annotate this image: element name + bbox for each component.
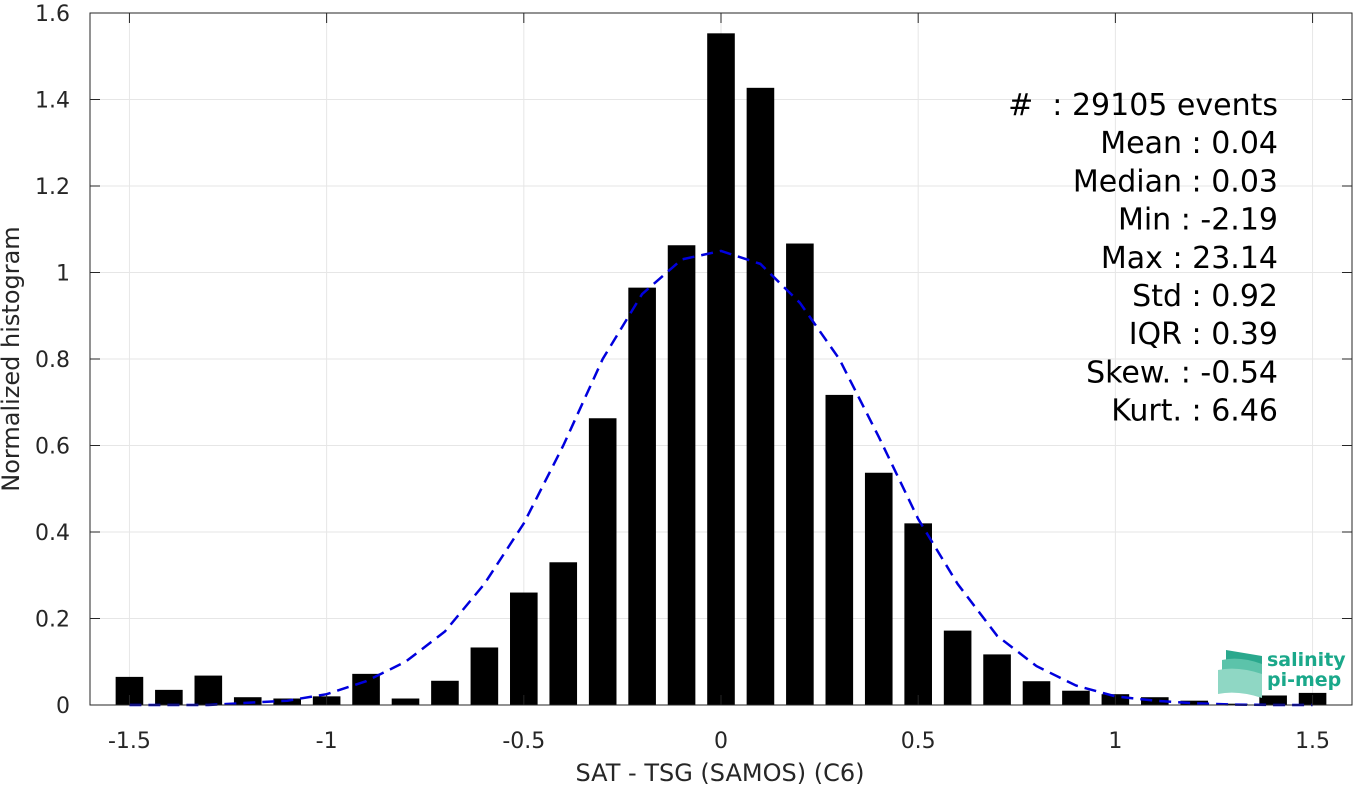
histogram-bar <box>1259 695 1287 705</box>
histogram-bar <box>1141 697 1169 705</box>
histogram-bar <box>628 287 656 705</box>
y-tick-label: 1.4 <box>35 89 70 114</box>
histogram-bar <box>352 673 380 705</box>
x-tick-label: 1 <box>1108 729 1122 754</box>
histogram-bar <box>786 243 814 705</box>
histogram-bars <box>115 33 1327 705</box>
stat-line: Skew. : -0.54 <box>1086 355 1278 390</box>
histogram-bar <box>1062 690 1090 705</box>
x-tick-label: 0.5 <box>901 729 936 754</box>
wave-stack-icon <box>1218 650 1262 698</box>
histogram-bar <box>1219 703 1248 705</box>
histogram-bar <box>746 87 775 705</box>
y-tick-label: 1.6 <box>35 2 70 27</box>
stat-line: # : 29105 events <box>1008 88 1278 123</box>
y-axis-label: Normalized histogram <box>0 226 25 491</box>
histogram-bar <box>983 654 1011 705</box>
histogram-bar <box>194 675 223 705</box>
logo-line1: salinity <box>1267 649 1346 671</box>
stat-line: Median : 0.03 <box>1073 164 1278 199</box>
salinity-pi-mep-logo: salinity pi-mep <box>1218 649 1346 698</box>
stat-line: Max : 23.14 <box>1101 241 1278 276</box>
tick-labels: -1.5 -1 -0.5 0 0.5 1 1.5 0 0.2 0.4 0.6 0.8 1 1.2 1.4 1.… <box>35 2 1330 754</box>
x-tick-label: 1.5 <box>1295 729 1330 754</box>
histogram-bar <box>667 245 696 705</box>
histogram-bar <box>904 523 932 705</box>
gaussian-fit-curve <box>129 249 1313 707</box>
stat-line: Std : 0.92 <box>1132 279 1278 314</box>
histogram-bar <box>943 630 972 705</box>
y-tick-label: 0.2 <box>35 608 70 633</box>
histogram-bar <box>825 394 854 705</box>
histogram-bar <box>510 592 538 705</box>
histogram-bar <box>1022 681 1051 705</box>
axes <box>89 12 1353 706</box>
histogram-bar <box>707 33 735 705</box>
fit-curve-group <box>129 249 1313 707</box>
histogram-bar <box>233 697 262 705</box>
histogram-bar <box>549 562 578 705</box>
stat-line: IQR : 0.39 <box>1129 317 1278 352</box>
y-tick-label: 0.6 <box>35 435 70 460</box>
x-tick-label: -0.5 <box>502 729 545 754</box>
y-tick-label: 0.4 <box>35 521 70 546</box>
y-tick-label: 0.8 <box>35 348 70 373</box>
histogram-bar <box>864 472 893 705</box>
histogram-bar <box>431 680 459 705</box>
histogram-bar <box>588 418 617 705</box>
x-tick-label: 0 <box>714 729 728 754</box>
x-tick-label: -1 <box>316 729 338 754</box>
stat-line: Kurt. : 6.46 <box>1111 394 1278 429</box>
histogram-bar <box>1180 700 1209 705</box>
x-tick-label: -1.5 <box>108 729 151 754</box>
histogram-bar <box>470 647 499 705</box>
histogram-bar <box>391 698 420 705</box>
x-axis-label: SAT - TSG (SAMOS) (C6) <box>576 759 865 785</box>
y-tick-label: 1 <box>56 262 70 287</box>
stat-line: Mean : 0.04 <box>1100 126 1278 161</box>
histogram-bar <box>155 689 183 705</box>
stat-line: Min : -2.19 <box>1118 203 1278 238</box>
logo-line2: pi-mep <box>1267 669 1341 691</box>
y-tick-label: 0 <box>56 694 70 719</box>
y-tick-label: 1.2 <box>35 175 70 200</box>
